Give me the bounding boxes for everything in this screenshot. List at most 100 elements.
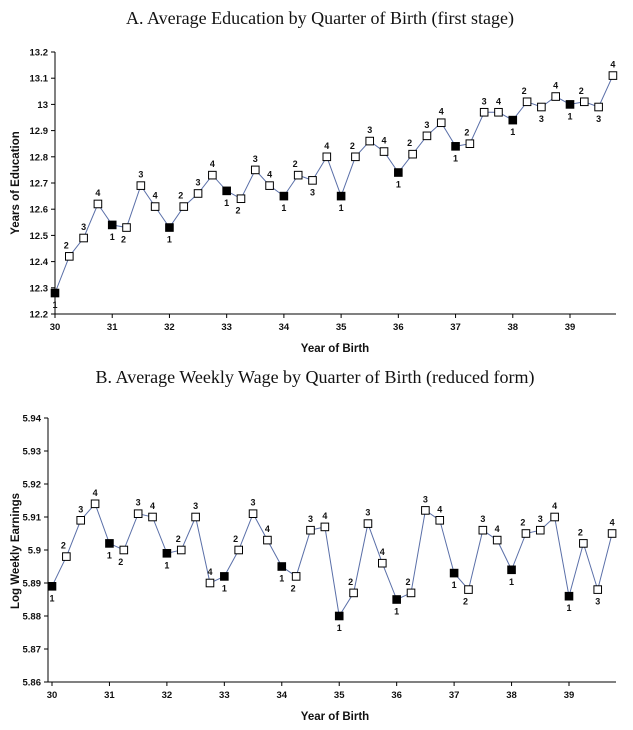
quarter-label: 2 bbox=[350, 141, 355, 151]
y-tick-label: 12.9 bbox=[30, 126, 49, 137]
panel-a-ticks: 12.212.312.412.512.612.712.812.91313.113… bbox=[30, 48, 576, 334]
data-point bbox=[435, 516, 445, 525]
x-tick-label: 31 bbox=[104, 690, 115, 701]
quarter-label: 1 bbox=[49, 593, 54, 603]
data-point bbox=[522, 97, 532, 107]
y-tick-label: 13 bbox=[37, 100, 48, 111]
data-point bbox=[234, 545, 243, 555]
data-point-q1 bbox=[279, 191, 289, 201]
data-point-q1 bbox=[451, 142, 460, 151]
data-point bbox=[293, 170, 303, 180]
data-point bbox=[379, 147, 389, 156]
quarter-label: 3 bbox=[193, 501, 198, 511]
quarter-label: 1 bbox=[566, 603, 571, 613]
quarter-label: 1 bbox=[394, 607, 399, 617]
x-tick-label: 31 bbox=[107, 322, 118, 333]
y-tick-label: 12.7 bbox=[30, 179, 49, 190]
data-point bbox=[421, 506, 430, 515]
quarter-label: 4 bbox=[210, 159, 215, 169]
data-point bbox=[378, 558, 387, 568]
data-point-q1 bbox=[392, 595, 401, 604]
data-point bbox=[535, 525, 545, 535]
data-point bbox=[306, 525, 315, 535]
quarter-label: 3 bbox=[365, 508, 370, 518]
quarter-label: 2 bbox=[520, 518, 525, 528]
data-point bbox=[521, 529, 531, 538]
data-point-q1 bbox=[508, 115, 518, 125]
panel-a-title: A. Average Education by Quarter of Birth… bbox=[126, 8, 514, 29]
quarter-label: 3 bbox=[81, 222, 86, 232]
data-point bbox=[579, 539, 588, 548]
quarter-label: 1 bbox=[339, 203, 344, 213]
x-tick-label: 30 bbox=[50, 322, 61, 333]
panel-b-title: B. Average Weekly Wage by Quarter of Bir… bbox=[96, 367, 535, 388]
x-tick-label: 33 bbox=[221, 322, 232, 333]
quarter-label: 4 bbox=[495, 524, 500, 534]
quarter-label: 3 bbox=[424, 120, 429, 130]
data-point-q1 bbox=[162, 549, 172, 558]
quarter-label: 4 bbox=[610, 60, 615, 70]
quarter-label: 4 bbox=[324, 141, 329, 151]
quarter-label: 3 bbox=[482, 96, 487, 106]
x-tick-label: 32 bbox=[162, 690, 173, 701]
x-tick-label: 39 bbox=[564, 690, 575, 701]
data-point-q1 bbox=[165, 223, 174, 232]
quarter-label: 2 bbox=[348, 577, 353, 587]
y-tick-label: 12.2 bbox=[30, 310, 49, 321]
panel-a: A. Average Education by Quarter of Birth… bbox=[10, 8, 618, 355]
data-point bbox=[465, 139, 475, 148]
data-point bbox=[208, 170, 217, 180]
data-point-q1 bbox=[277, 562, 287, 571]
data-point bbox=[205, 578, 215, 588]
quarter-label: 4 bbox=[610, 518, 615, 528]
data-point bbox=[90, 499, 100, 509]
quarter-label: 1 bbox=[167, 235, 172, 245]
y-tick-label: 13.2 bbox=[30, 48, 49, 59]
quarter-label: 2 bbox=[118, 557, 123, 567]
quarter-label: 3 bbox=[138, 170, 143, 180]
quarter-label: 4 bbox=[437, 504, 442, 514]
x-tick-label: 36 bbox=[391, 690, 402, 701]
data-point-q1 bbox=[220, 572, 229, 581]
y-tick-label: 5.87 bbox=[23, 645, 42, 656]
x-tick-label: 34 bbox=[279, 322, 290, 333]
data-point-q1 bbox=[107, 220, 117, 230]
panel-a-series-line bbox=[54, 75, 614, 294]
quarter-label: 2 bbox=[176, 534, 181, 544]
quarter-label: 1 bbox=[279, 574, 284, 584]
quarter-label: 2 bbox=[64, 240, 69, 250]
panel-a-x-axis-title: Year of Birth bbox=[301, 343, 369, 355]
data-point bbox=[322, 152, 332, 162]
y-tick-label: 5.89 bbox=[23, 579, 42, 590]
data-point bbox=[594, 102, 603, 112]
quarter-label: 1 bbox=[107, 550, 112, 560]
quarter-label: 2 bbox=[578, 527, 583, 537]
quarter-label: 3 bbox=[538, 514, 543, 524]
data-point-q1 bbox=[47, 582, 57, 591]
data-point bbox=[436, 118, 446, 128]
quarter-label: 4 bbox=[265, 524, 270, 534]
data-point bbox=[363, 519, 373, 528]
x-tick-label: 36 bbox=[393, 322, 404, 333]
y-tick-label: 12.5 bbox=[30, 231, 49, 242]
data-point bbox=[551, 92, 560, 101]
quarter-label: 1 bbox=[281, 203, 286, 213]
quarter-label: 4 bbox=[552, 501, 557, 511]
quarter-label: 4 bbox=[150, 501, 155, 511]
data-point-q1 bbox=[565, 100, 575, 109]
quarter-label: 2 bbox=[235, 206, 240, 216]
quarter-label: 3 bbox=[367, 125, 372, 135]
quarter-label: 2 bbox=[579, 86, 584, 96]
y-tick-label: 12.6 bbox=[30, 205, 49, 216]
y-tick-label: 12.3 bbox=[30, 283, 49, 294]
quarter-label: 3 bbox=[136, 498, 141, 508]
data-point bbox=[250, 165, 260, 175]
quarter-label: 1 bbox=[567, 111, 572, 121]
x-tick-label: 37 bbox=[450, 322, 461, 333]
data-point bbox=[133, 509, 143, 518]
data-point-q1 bbox=[564, 591, 574, 601]
quarter-label: 4 bbox=[207, 567, 212, 577]
